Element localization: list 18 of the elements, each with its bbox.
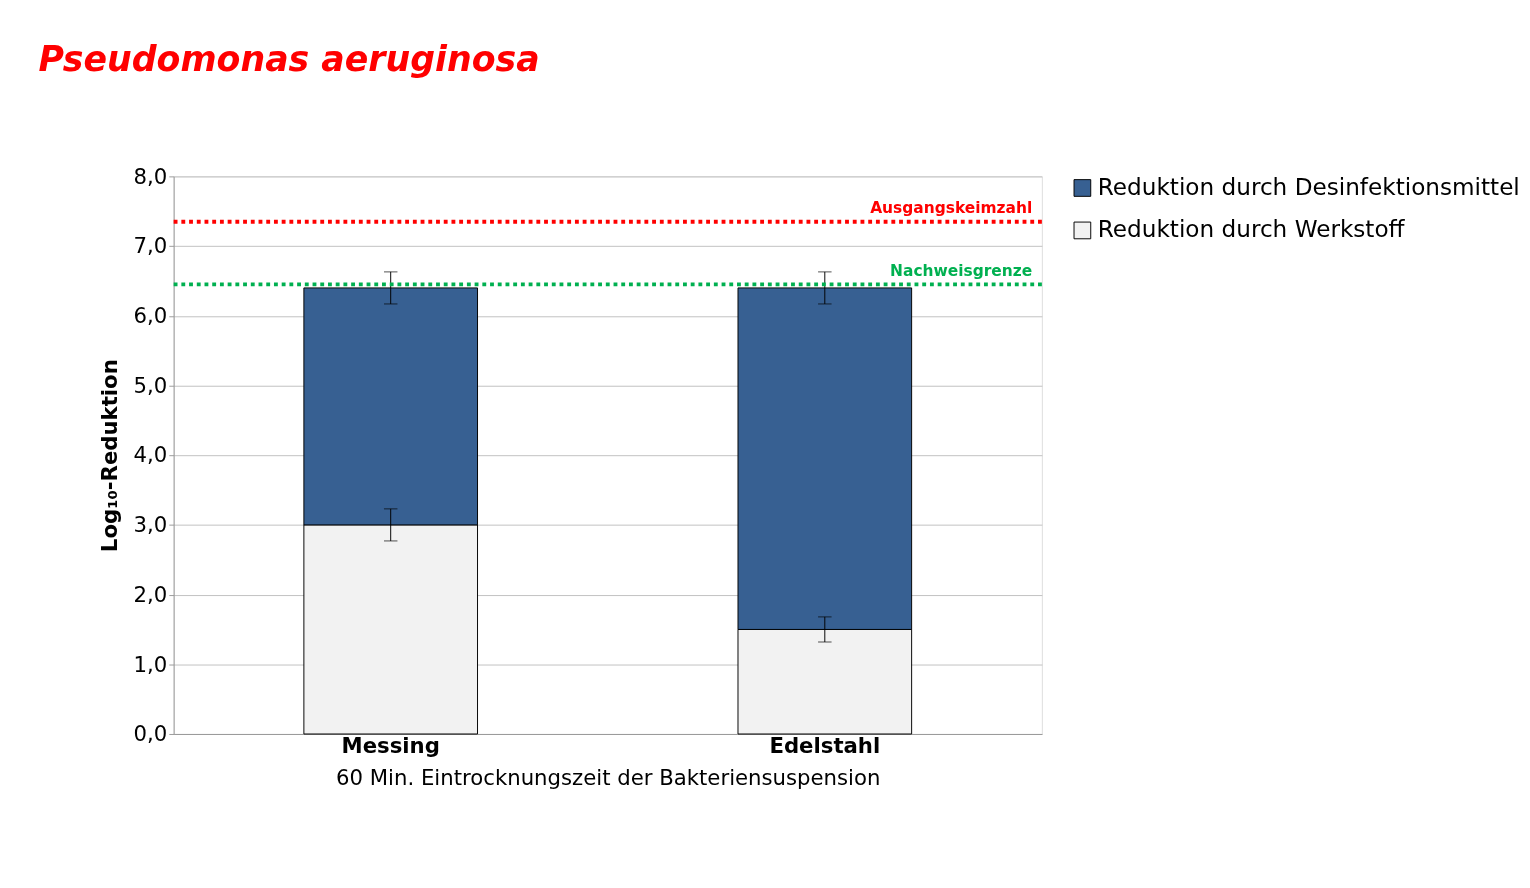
y-tick-label: 0,0 [133, 721, 168, 747]
y-tick-label: 2,0 [133, 581, 168, 607]
x-axis-title: 60 Min. Eintrocknungszeit der Bakteriensuspension [336, 764, 881, 790]
y-tick-label: 8,0 [133, 163, 168, 189]
y-tick-label: 4,0 [133, 442, 168, 468]
y-tick-label: 6,0 [133, 303, 168, 329]
ref-line-label: Ausgangskeimzahl [870, 199, 1033, 218]
y-tick-label: 1,0 [133, 651, 168, 677]
x-tick-label: Messing [341, 732, 440, 758]
y-tick-label: 5,0 [133, 372, 168, 398]
x-tick-label: Edelstahl [769, 732, 881, 758]
chart-title: Pseudomonas aeruginosa [38, 39, 540, 80]
y-tick-label: 3,0 [133, 512, 168, 538]
legend-label: Reduktion durch Werkstoff [1097, 216, 1406, 243]
y-tick-label: 7,0 [133, 233, 168, 259]
ref-line-label: Nachweisgrenze [890, 261, 1033, 280]
y-axis-title: Log₁₀-Reduktion [97, 359, 123, 553]
legend-label: Reduktion durch Desinfektionsmittel [1097, 173, 1520, 200]
